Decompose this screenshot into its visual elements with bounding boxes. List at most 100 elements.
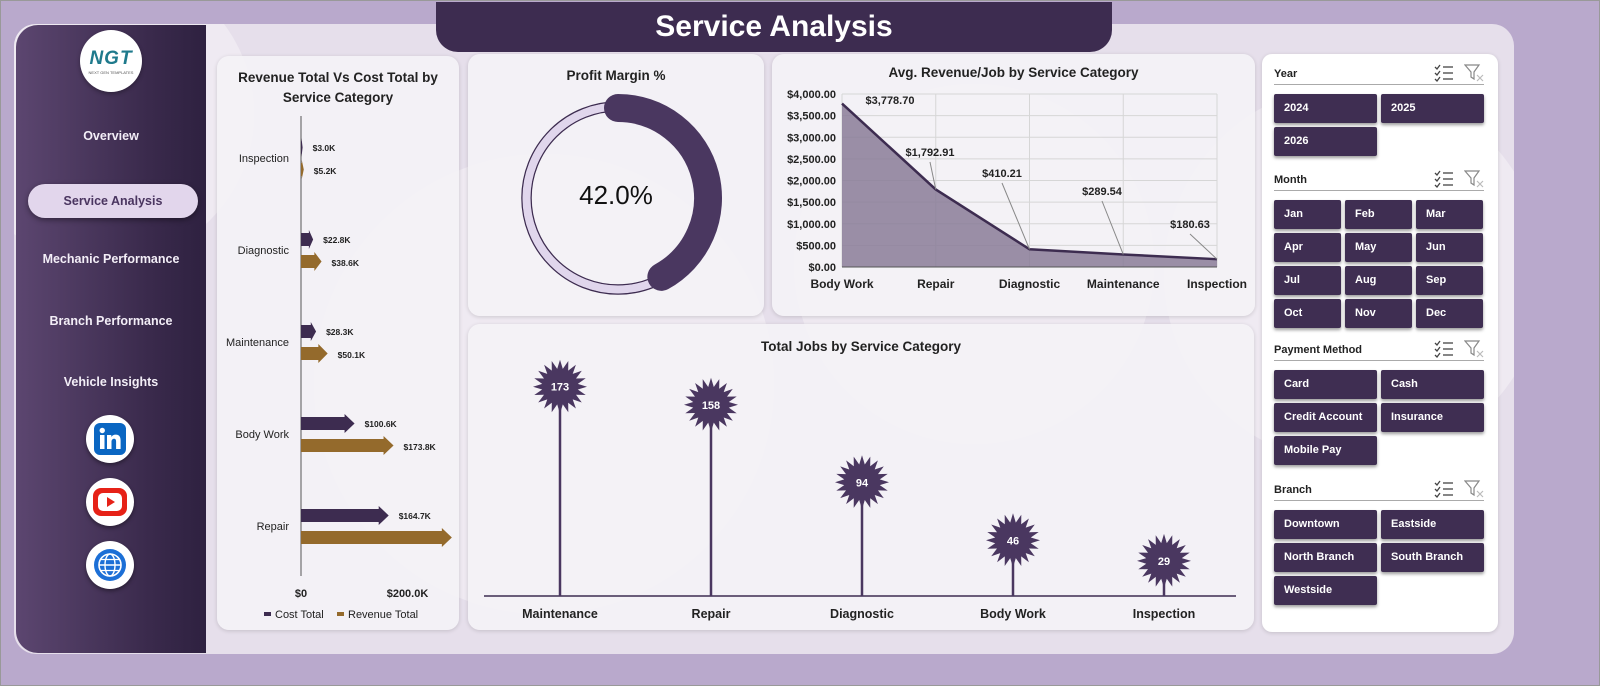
slicer-option[interactable]: Feb: [1345, 200, 1412, 229]
legend-revenue-swatch: [337, 612, 344, 616]
website-button[interactable]: [86, 541, 134, 589]
nav-mechanic-performance[interactable]: Mechanic Performance: [42, 252, 180, 266]
youtube-icon: [93, 488, 127, 516]
data-label: 158: [702, 400, 720, 412]
profit-margin-value: 42.0%: [579, 180, 653, 210]
slicer-option[interactable]: Card: [1274, 370, 1377, 399]
multi-select-icon[interactable]: [1434, 340, 1454, 358]
cost-data-label: $22.8K: [323, 235, 351, 245]
nav-overview[interactable]: Overview: [83, 129, 139, 143]
y-tick-label: $3,000.00: [787, 132, 836, 144]
linkedin-icon: [94, 423, 126, 455]
youtube-button[interactable]: [86, 478, 134, 526]
slicer-option[interactable]: Sep: [1416, 266, 1483, 295]
y-tick-label: $2,000.00: [787, 176, 836, 188]
slicer-header-icons: [1434, 64, 1484, 82]
data-label: $3,778.70: [866, 95, 915, 107]
slicer-option[interactable]: 2026: [1274, 127, 1377, 156]
slicer-option[interactable]: North Branch: [1274, 543, 1377, 572]
revenue-data-label: $50.1K: [338, 350, 366, 360]
slicer-option[interactable]: Eastside: [1381, 510, 1484, 539]
y-tick-label: $3,500.00: [787, 111, 836, 123]
linkedin-button[interactable]: [86, 415, 134, 463]
slicer-option[interactable]: Insurance: [1381, 403, 1484, 432]
avg-revenue-chart: $0.00 $500.00 $1,000.00 $1,500.00 $2,000.00 $…: [787, 89, 1247, 291]
nav-service-analysis[interactable]: Service Analysis: [28, 184, 198, 218]
x-tick-label: Body Work: [810, 277, 873, 291]
multi-select-icon[interactable]: [1434, 480, 1454, 498]
slicer-option[interactable]: Mar: [1416, 200, 1483, 229]
clear-filter-icon[interactable]: [1464, 480, 1484, 498]
profit-margin-card: Profit Margin % 42.0%: [468, 54, 764, 316]
multi-select-icon[interactable]: [1434, 64, 1454, 82]
slicer-option[interactable]: South Branch: [1381, 543, 1484, 572]
clear-filter-icon[interactable]: [1464, 170, 1484, 188]
slicer-title-text: Branch: [1274, 484, 1312, 496]
slicer-option[interactable]: Jul: [1274, 266, 1341, 295]
category-label: Inspection: [239, 153, 289, 165]
slicer-option[interactable]: Jan: [1274, 200, 1341, 229]
page-title: Service Analysis: [436, 2, 1112, 52]
sidebar: NGT NEXT GEN TEMPLATES Overview Service …: [16, 25, 206, 653]
cost-bar: [301, 414, 355, 433]
x-tick-label: $200.0K: [387, 588, 429, 600]
y-tick-label: $0.00: [808, 262, 836, 274]
x-tick-label: Inspection: [1187, 277, 1247, 291]
avg-revenue-title: Avg. Revenue/Job by Service Category: [888, 65, 1139, 80]
data-label: $289.54: [1082, 186, 1123, 198]
leader-line: [1189, 233, 1218, 260]
slicer-option[interactable]: Westside: [1274, 576, 1377, 605]
clear-filter-icon[interactable]: [1464, 64, 1484, 82]
profit-margin-title: Profit Margin %: [566, 68, 666, 83]
clear-filter-icon[interactable]: [1464, 340, 1484, 358]
revenue-data-label: $173.8K: [404, 442, 437, 452]
cost-bar: [301, 230, 314, 249]
globe-icon: [94, 549, 126, 581]
revenue-bar: [301, 344, 328, 363]
slicer-option[interactable]: Jun: [1416, 233, 1483, 262]
slicer-option[interactable]: 2024: [1274, 94, 1377, 123]
leader-line: [1001, 182, 1030, 250]
slicer-option[interactable]: Nov: [1345, 299, 1412, 328]
slicer-option[interactable]: Downtown: [1274, 510, 1377, 539]
category-label: Diagnostic: [238, 245, 290, 257]
data-label: $1,792.91: [906, 147, 955, 159]
slicer-option[interactable]: Mobile Pay: [1274, 436, 1377, 465]
multi-select-icon[interactable]: [1434, 170, 1454, 188]
revenue-cost-chart: Inspection $3.0K $5.2K Diagnostic $22.8K $38.…: [226, 116, 452, 621]
x-tick-label: Maintenance: [1087, 277, 1160, 291]
x-tick-label: Diagnostic: [999, 277, 1061, 291]
logo[interactable]: NGT NEXT GEN TEMPLATES: [80, 30, 142, 92]
slicer-option[interactable]: Credit Account: [1274, 403, 1377, 432]
x-tick-label: Repair: [917, 277, 955, 291]
revenue-bar: [301, 436, 394, 455]
slicer-title: Month: [1274, 170, 1484, 191]
nav-vehicle-insights[interactable]: Vehicle Insights: [63, 375, 159, 389]
slicer-title: Year: [1274, 64, 1484, 85]
x-tick-label: Diagnostic: [830, 607, 894, 621]
slicer-option[interactable]: May: [1345, 233, 1412, 262]
slicer-option[interactable]: Dec: [1416, 299, 1483, 328]
cost-data-label: $100.6K: [365, 419, 398, 429]
lollipop-marker: [1137, 533, 1191, 588]
lollipop-marker: [835, 455, 889, 510]
slicer-title: Branch: [1274, 480, 1484, 501]
total-jobs-chart: 173 Maintenance 158 Repair 94 Diagnostic 46 Bod…: [484, 359, 1236, 621]
avg-revenue-card: Avg. Revenue/Job by Service Category $0.…: [772, 54, 1255, 316]
slicer-option[interactable]: Cash: [1381, 370, 1484, 399]
data-label: $180.63: [1170, 219, 1210, 231]
lollipop-marker: [986, 513, 1040, 568]
slicer-option[interactable]: Oct: [1274, 299, 1341, 328]
nav-branch-performance[interactable]: Branch Performance: [49, 314, 173, 328]
area-fill: [842, 103, 1217, 267]
x-tick-label: $0: [295, 588, 307, 600]
slicer-option[interactable]: Aug: [1345, 266, 1412, 295]
slicer-option[interactable]: Apr: [1274, 233, 1341, 262]
slicer-header-icons: [1434, 480, 1484, 498]
x-tick-label: Maintenance: [522, 607, 598, 621]
lollipop-marker: [533, 359, 587, 414]
category-label: Body Work: [235, 429, 289, 441]
y-tick-label: $500.00: [796, 240, 836, 252]
slicer-option[interactable]: 2025: [1381, 94, 1484, 123]
x-tick-label: Inspection: [1133, 607, 1196, 621]
